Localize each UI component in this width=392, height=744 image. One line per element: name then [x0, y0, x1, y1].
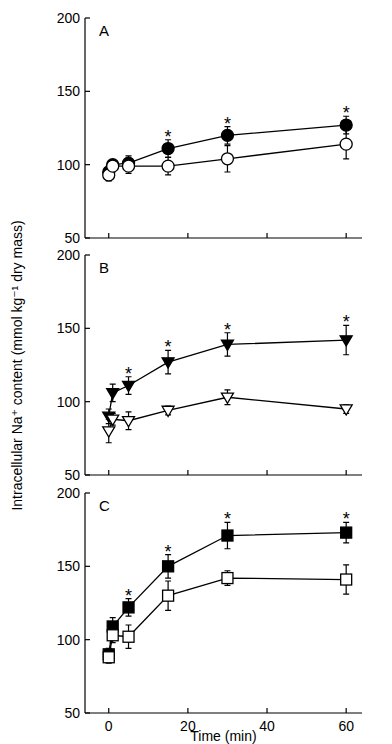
- data-point: [340, 336, 352, 346]
- data-point: [221, 393, 233, 403]
- y-tick-label: 150: [57, 558, 81, 574]
- y-tick: [85, 639, 90, 640]
- y-tick-label: 200: [57, 10, 81, 26]
- data-point: [107, 415, 119, 425]
- x-tick-label: 40: [259, 718, 275, 734]
- y-axis: [84, 493, 85, 713]
- panel: 501001502000204060CTime (min)****: [57, 485, 362, 744]
- data-point: [162, 160, 174, 172]
- y-tick: [85, 712, 90, 713]
- data-point: [162, 406, 174, 416]
- data-point: [103, 427, 115, 437]
- x-tick: [266, 708, 267, 713]
- panel-label: B: [99, 259, 109, 276]
- x-axis: [85, 712, 362, 713]
- y-tick-label: 200: [57, 485, 81, 501]
- significance-mark: *: [343, 509, 350, 529]
- data-point: [163, 561, 174, 572]
- significance-mark: *: [224, 320, 231, 340]
- data-point: [222, 573, 233, 584]
- data-point: [222, 530, 233, 541]
- y-tick: [85, 566, 90, 567]
- significance-mark: *: [343, 312, 350, 332]
- data-point: [163, 590, 174, 601]
- y-tick: [85, 237, 90, 238]
- y-tick-label: 50: [64, 230, 80, 246]
- significance-mark: *: [125, 364, 132, 384]
- data-point: [103, 652, 114, 663]
- y-tick: [85, 328, 90, 329]
- x-tick-label: 60: [338, 718, 354, 734]
- y-axis: [84, 255, 85, 475]
- data-area: [103, 325, 352, 442]
- data-point: [107, 160, 119, 172]
- series-line: [109, 578, 346, 657]
- y-tick-label: 50: [64, 705, 80, 721]
- y-tick: [85, 91, 90, 92]
- panel: 50 100 150 200 A * * *: [57, 10, 362, 246]
- x-axis: [85, 474, 362, 475]
- data-point: [221, 340, 233, 350]
- data-area: [103, 522, 351, 663]
- data-point: [340, 138, 352, 150]
- y-tick: [85, 474, 90, 475]
- series-line: [109, 144, 346, 175]
- y-tick-label: 150: [57, 320, 81, 336]
- significance-mark: *: [165, 542, 172, 562]
- data-point: [123, 160, 135, 172]
- data-point: [123, 631, 134, 642]
- panel-label: A: [99, 22, 109, 39]
- data-point: [123, 417, 135, 427]
- significance-mark: *: [165, 337, 172, 357]
- data-point: [107, 389, 119, 399]
- panel-label: C: [99, 497, 110, 514]
- x-tick: [108, 708, 109, 713]
- y-tick-label: 150: [57, 83, 81, 99]
- y-tick: [85, 401, 90, 402]
- x-tick: [346, 233, 347, 238]
- y-tick: [85, 492, 90, 493]
- y-tick-label: 200: [57, 247, 81, 263]
- data-point: [340, 405, 352, 415]
- y-tick: [85, 17, 90, 18]
- x-tick: [187, 708, 188, 713]
- figure: 50 100 150 200 A * * * 50 100 150 200 B Intracellular…: [0, 0, 392, 744]
- significance-mark: *: [125, 586, 132, 606]
- y-tick: [85, 164, 90, 165]
- data-point: [341, 574, 352, 585]
- y-tick-label: 100: [57, 394, 81, 410]
- x-tick: [346, 708, 347, 713]
- y-axis: [84, 18, 85, 238]
- x-axis-label: Time (min): [190, 728, 256, 744]
- series-line: [109, 533, 346, 655]
- x-tick: [187, 233, 188, 238]
- x-tick: [266, 470, 267, 475]
- data-point: [221, 153, 233, 165]
- data-point: [162, 358, 174, 368]
- x-tick: [108, 470, 109, 475]
- x-tick: [266, 233, 267, 238]
- y-tick-label: 100: [57, 157, 81, 173]
- x-tick-label: 0: [105, 718, 113, 734]
- y-tick-label: 50: [64, 467, 80, 483]
- data-point: [107, 630, 118, 641]
- significance-mark: *: [224, 114, 231, 134]
- x-axis: [85, 237, 362, 238]
- y-axis-label: Intracellular Na⁺ content (mmol kg⁻¹ dry…: [9, 220, 25, 510]
- y-tick-label: 100: [57, 632, 81, 648]
- x-tick: [108, 233, 109, 238]
- y-tick: [85, 254, 90, 255]
- x-tick: [187, 470, 188, 475]
- significance-mark: *: [343, 103, 350, 123]
- significance-mark: *: [165, 127, 172, 147]
- significance-mark: *: [224, 509, 231, 529]
- panel: 50 100 150 200 B Intracellular Na⁺ content (m…: [9, 220, 362, 510]
- x-tick: [346, 470, 347, 475]
